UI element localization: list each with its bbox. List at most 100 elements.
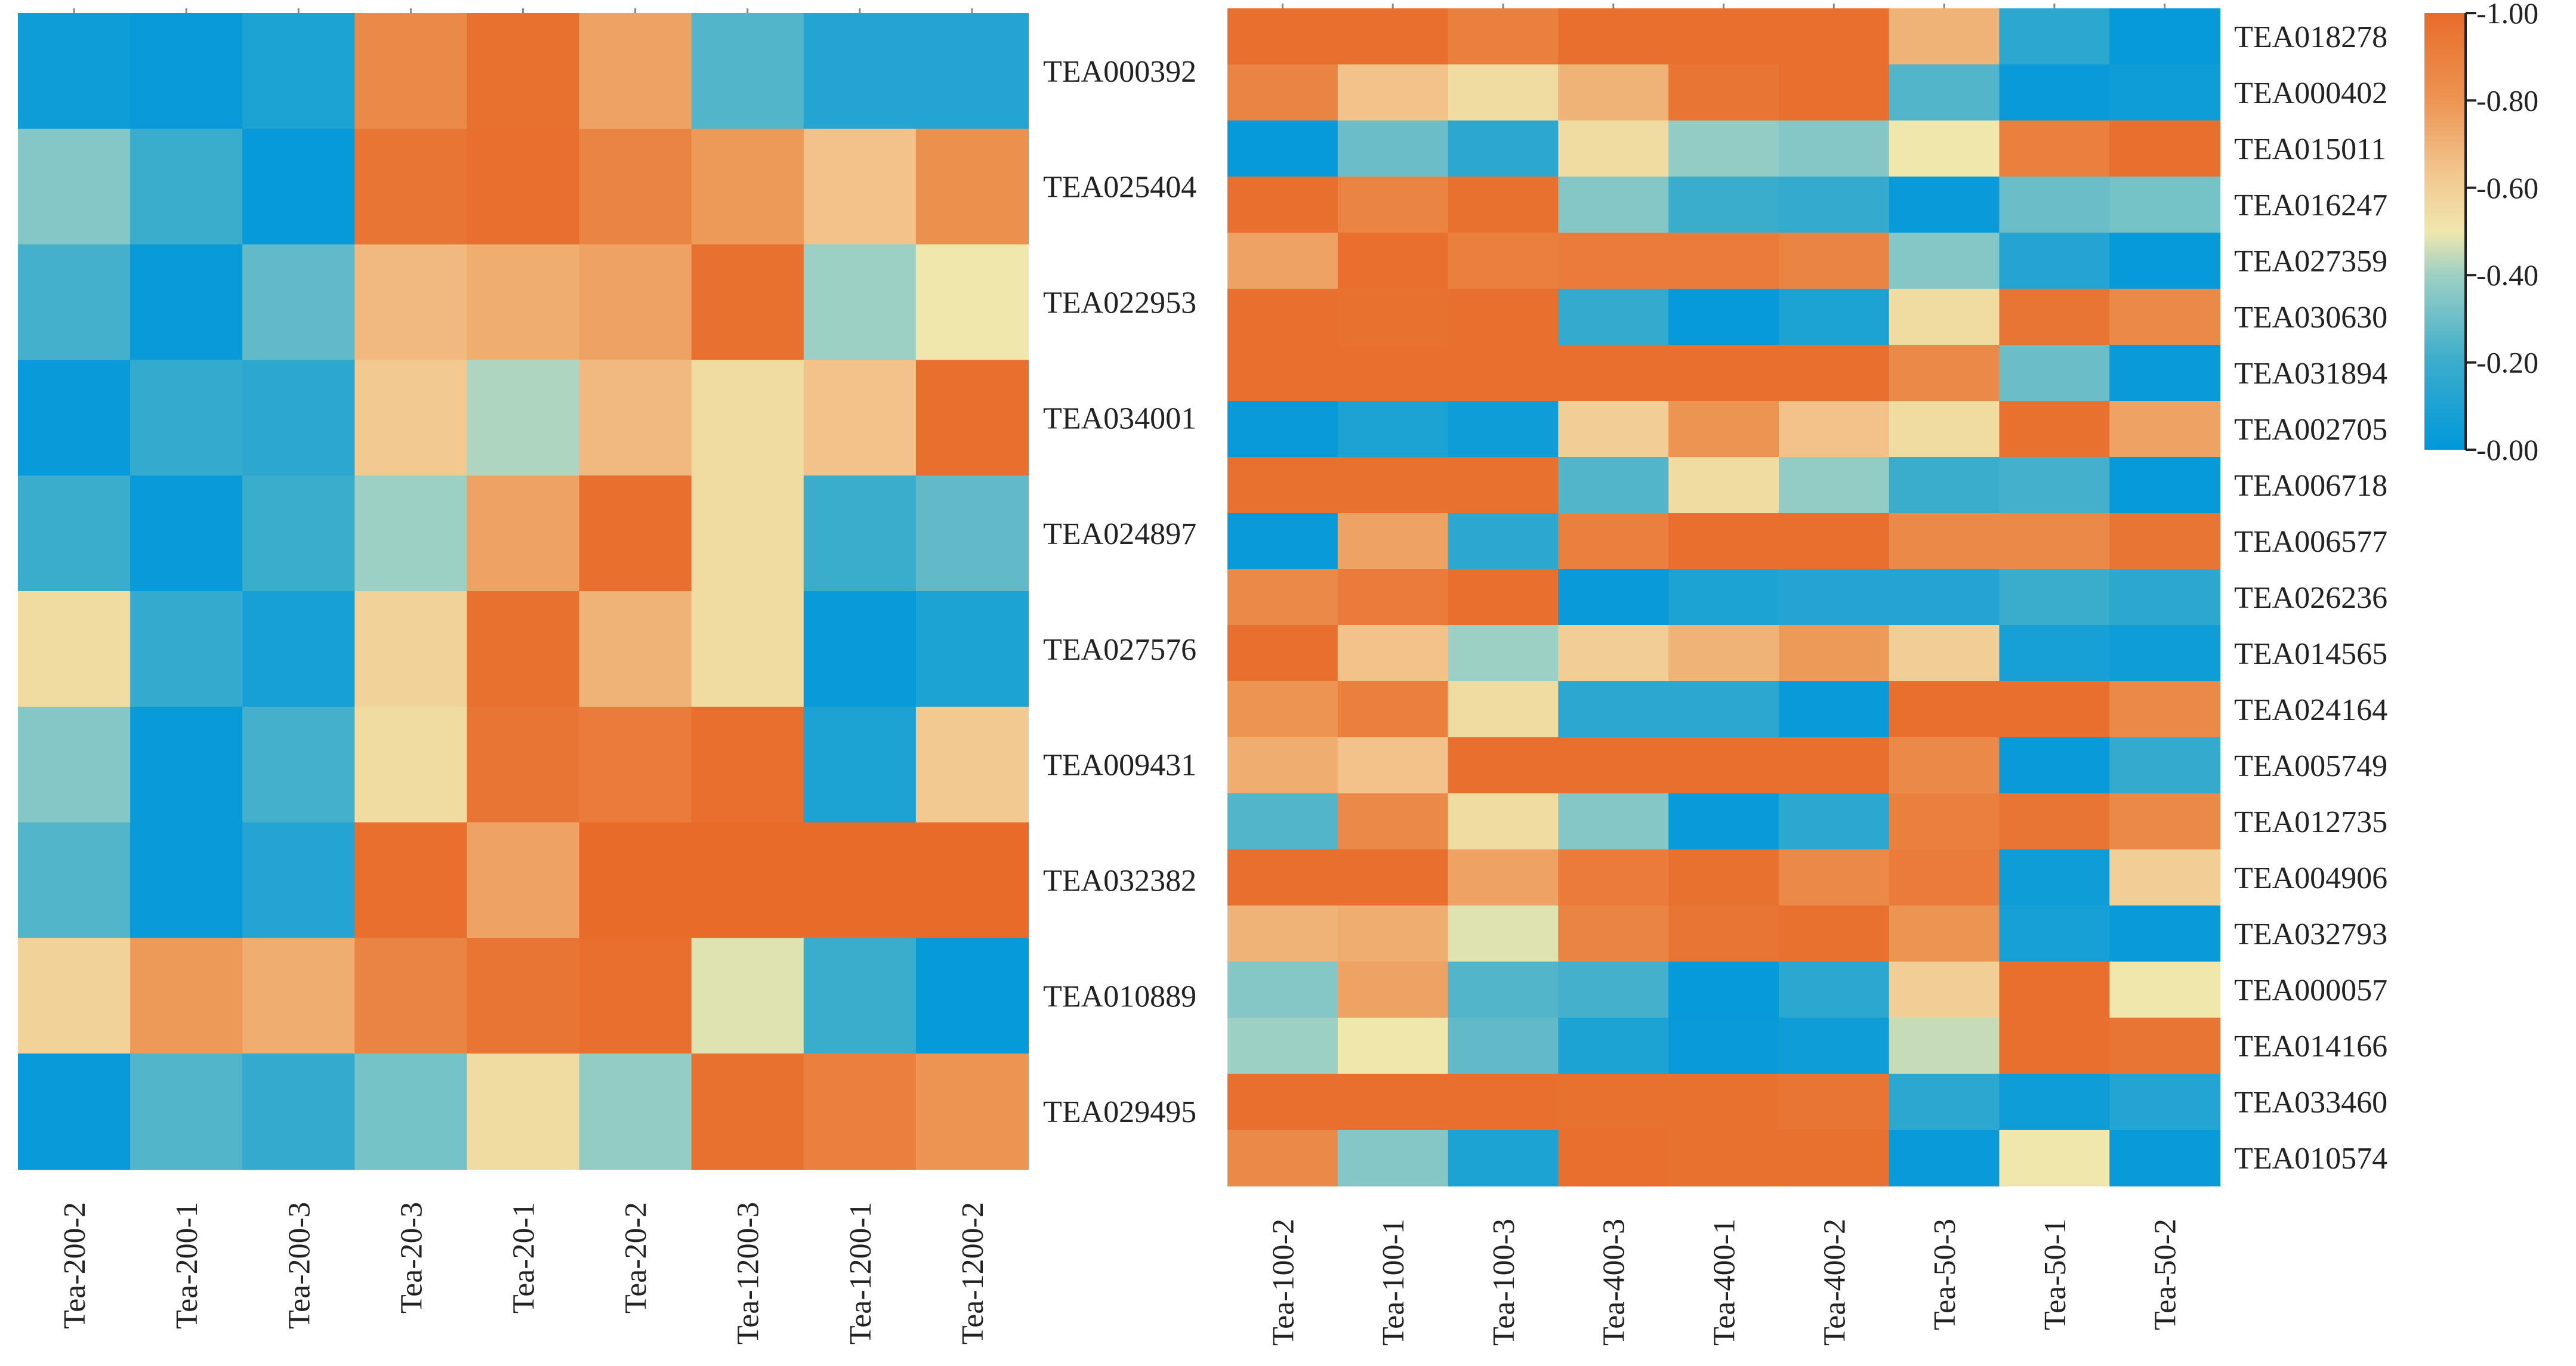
heatmap-cell — [1889, 1074, 2000, 1130]
heatmap-cell — [1999, 120, 2111, 177]
heatmap-cell — [1999, 457, 2111, 514]
heatmap-cell — [1999, 681, 2111, 738]
heatmap-cell — [1448, 233, 1559, 289]
column-label: Tea-50-2 — [2149, 1219, 2183, 1330]
heatmap-cell — [1227, 64, 1338, 121]
heatmap-cell — [1778, 1018, 1890, 1074]
heatmap-cell — [1337, 345, 1449, 401]
heatmap-cell — [1778, 793, 1890, 850]
heatmap-cell — [1227, 345, 1338, 401]
legend-tick-label: -0.00 — [2476, 433, 2538, 466]
heatmap-cell — [1448, 737, 1559, 794]
color-legend: -1.00 -0.80 -0.60 -0.40 -0.20 -0.00 — [2424, 0, 2538, 466]
heatmap-cell — [1337, 1018, 1449, 1074]
heatmap-cell — [1448, 1074, 1559, 1130]
heatmap-cell — [803, 591, 917, 707]
heatmap-cell — [1558, 1074, 1670, 1130]
heatmap-cell — [1999, 177, 2111, 233]
heatmap-cell — [915, 475, 1029, 592]
column-label: Tea-20-2 — [619, 1202, 653, 1314]
column-label: Tea-100-1 — [1377, 1219, 1411, 1346]
heatmap-cell — [1889, 289, 2000, 345]
heatmap-cell — [1999, 345, 2111, 401]
heatmap-cell — [467, 244, 580, 361]
heatmap-cell — [1889, 905, 2000, 962]
heatmap-cell — [1558, 849, 1670, 906]
heatmap-cell — [803, 706, 917, 823]
heatmap-cell — [1227, 793, 1338, 850]
legend-color-bar — [2424, 13, 2464, 450]
heatmap-cell — [1999, 569, 2111, 626]
heatmap-cell — [1227, 401, 1338, 458]
heatmap-cell — [467, 822, 580, 939]
heatmap-cell — [1999, 1130, 2111, 1186]
heatmap-cell — [1448, 681, 1559, 738]
heatmap-cell — [1337, 513, 1449, 570]
heatmap-cell — [915, 706, 1029, 823]
heatmap-cell — [1889, 177, 2000, 233]
heatmap-cell — [1448, 1018, 1559, 1074]
heatmap-cell — [1889, 513, 2000, 570]
heatmap-cell — [1227, 457, 1338, 514]
heatmap-cell — [1558, 1018, 1670, 1074]
heatmap-cell — [242, 706, 356, 823]
legend-tick-label: -0.40 — [2476, 258, 2538, 292]
heatmap-cell — [1889, 345, 2000, 401]
heatmap-cell — [2109, 233, 2220, 289]
heatmap-cell — [915, 244, 1029, 361]
heatmap-cell — [242, 1053, 356, 1170]
row-label: TEA015011 — [2234, 132, 2386, 166]
heatmap-cell — [1337, 625, 1449, 682]
heatmap-cell — [1778, 905, 1890, 962]
heatmap-cell — [354, 938, 468, 1055]
heatmap-cell — [579, 706, 692, 823]
heatmap-cell — [691, 706, 804, 823]
row-label: TEA018278 — [2234, 20, 2387, 54]
heatmap-cell — [354, 475, 468, 592]
heatmap-cell — [1227, 1074, 1338, 1130]
column-label: Tea-400-2 — [1818, 1219, 1852, 1346]
heatmap-cell — [1448, 457, 1559, 514]
heatmap-cell — [130, 244, 243, 361]
row-label: TEA026236 — [2234, 581, 2387, 615]
row-label: TEA010889 — [1043, 979, 1196, 1013]
heatmap-cell — [130, 360, 243, 477]
heatmap-cell — [2109, 513, 2220, 570]
heatmap-cell — [691, 822, 804, 939]
heatmap-cell — [1558, 457, 1670, 514]
heatmap-cell — [1889, 962, 2000, 1018]
row-label: TEA032793 — [2234, 917, 2387, 951]
heatmap-cell — [1999, 905, 2111, 962]
column-label: Tea-100-2 — [1266, 1219, 1300, 1346]
heatmap-cell — [1227, 569, 1338, 626]
heatmap-cell — [803, 822, 917, 939]
heatmap-cell — [1999, 625, 2111, 682]
column-label: Tea-1200-2 — [956, 1202, 990, 1345]
heatmap-cell — [1227, 962, 1338, 1018]
heatmap-cell — [1999, 962, 2111, 1018]
heatmap-cell — [1668, 1074, 1779, 1130]
heatmap-cell — [579, 591, 692, 707]
left-heatmap: TEA000392 TEA025404 TEA022953 TEA034001 TEA0… — [18, 8, 1196, 1345]
heatmap-cell — [1558, 737, 1670, 794]
heatmap-cell — [1889, 849, 2000, 906]
heatmap-cell — [1889, 569, 2000, 626]
row-label: TEA006577 — [2234, 525, 2387, 559]
heatmap-cell — [915, 360, 1029, 477]
heatmap-cell — [1227, 1130, 1338, 1186]
row-label: TEA016247 — [2234, 188, 2387, 222]
row-label: TEA030630 — [2234, 301, 2387, 335]
heatmap-cell — [1889, 1018, 2000, 1074]
heatmap-cell — [467, 591, 580, 707]
heatmap-cell — [1558, 962, 1670, 1018]
heatmap-cell — [1227, 625, 1338, 682]
heatmap-cell — [579, 128, 692, 245]
heatmap-cell — [915, 1053, 1029, 1170]
heatmap-cell — [1448, 849, 1559, 906]
heatmap-cell — [1778, 457, 1890, 514]
heatmap-cell — [1227, 8, 1338, 65]
heatmap-cell — [2109, 793, 2220, 850]
heatmap-cell — [1668, 793, 1779, 850]
legend-tick-label: -0.80 — [2476, 84, 2538, 117]
heatmap-cell — [1668, 233, 1779, 289]
